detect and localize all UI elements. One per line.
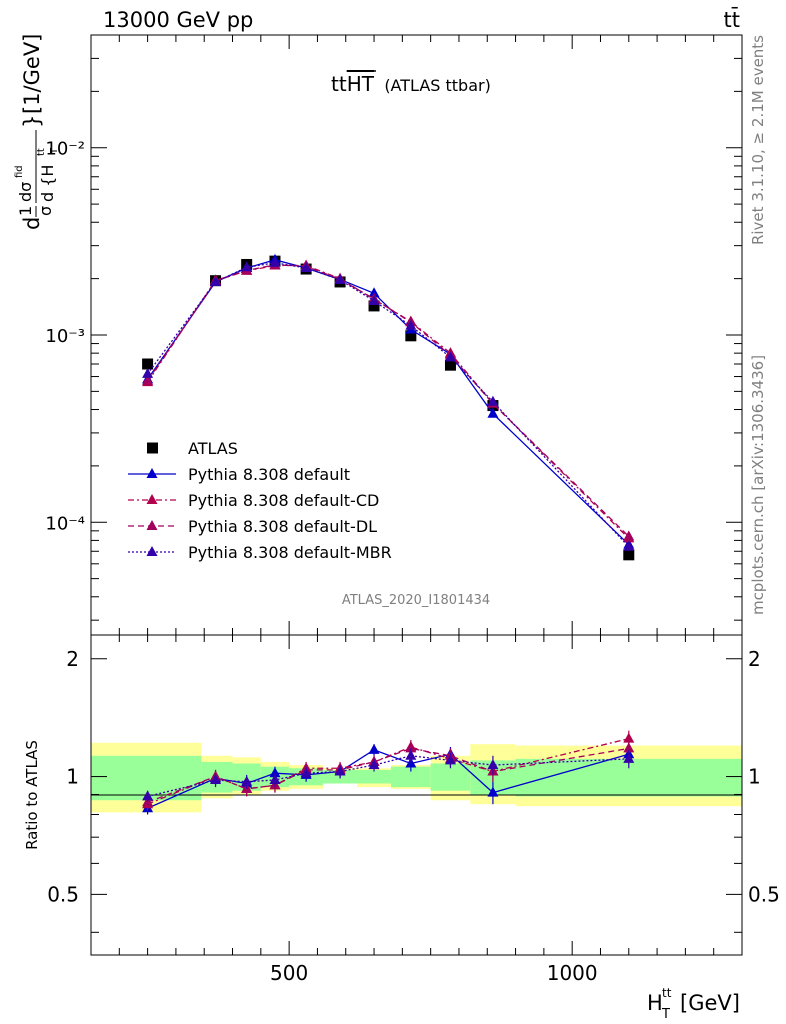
x-tick-label: 1000 — [547, 961, 598, 985]
series-point-default — [487, 407, 499, 418]
legend-marker-atlas — [147, 442, 158, 454]
ratio-ytick-label-right: 2 — [748, 647, 761, 671]
series-point-mbr — [210, 275, 222, 286]
main-ytick-label: 10⁻⁴ — [45, 513, 85, 534]
main-y-axis-label: d 1 σ dσ fid d {H T tt } [1/GeV] — [14, 34, 60, 230]
ratio-point-mbr — [269, 773, 281, 784]
series-point-mbr — [142, 367, 154, 378]
ratio-y-axis-label: Ratio to ATLAS — [23, 740, 41, 850]
x-tick-label: 500 — [270, 961, 308, 985]
band-inner-7 — [391, 766, 431, 788]
series-point-mbr — [334, 273, 346, 284]
ylabel-sigma: σ — [36, 206, 55, 216]
ratio-point-dl — [405, 742, 417, 753]
mcplots-label: mcplots.cern.ch [arXiv:1306.3436] — [749, 355, 767, 615]
ratio-point-mbr — [300, 767, 312, 778]
ylabel-one: 1 — [16, 206, 35, 216]
series-point-mbr — [405, 319, 417, 330]
plot-title-overlined: HT — [347, 72, 375, 96]
ratio-series-group — [142, 730, 635, 815]
legend-label-dl: Pythia 8.308 default-DL — [188, 517, 377, 536]
data-point-atlas — [142, 358, 154, 370]
main-axis-ticks: 10⁻⁴ 10⁻³ 10⁻² — [45, 34, 743, 635]
ratio-point-mbr — [210, 773, 222, 784]
main-series-group — [142, 253, 635, 561]
data-point-atlas — [368, 300, 380, 312]
series-line-dl — [147, 264, 630, 537]
x-axis-label: H tt T [GeV] — [647, 986, 740, 1022]
ratio-uncertainty-bands — [91, 742, 742, 813]
series-point-mbr — [487, 395, 499, 406]
series-point-mbr — [269, 256, 281, 267]
ratio-point-default — [368, 743, 380, 754]
ylabel-d: d — [20, 217, 44, 230]
ratio-axis-ticks: 500 1000 0.5 0.5 1 1 2 2 — [47, 635, 780, 985]
legend-label-default: Pythia 8.308 default — [188, 465, 350, 484]
ylabel-brace: } — [20, 115, 44, 128]
main-ytick-label: 10⁻² — [45, 139, 85, 160]
ratio-point-mbr — [368, 759, 380, 770]
series-point-dl — [142, 374, 154, 385]
ratio-ytick-label-right: 0.5 — [748, 882, 780, 906]
ylabel-fid: fid — [14, 165, 25, 178]
series-point-mbr — [368, 294, 380, 305]
rivet-version-label: Rivet 3.1.10, ≥ 2.1M events — [749, 35, 767, 245]
xlabel-H: H — [647, 991, 663, 1015]
plot-title-main: tt — [331, 72, 347, 96]
legend-label-mbr: Pythia 8.308 default-MBR — [188, 543, 392, 562]
data-point-atlas — [405, 330, 417, 342]
ratio-point-mbr — [487, 759, 499, 770]
ratio-point-cd — [623, 732, 635, 743]
header-process-label: tt̄ — [724, 7, 740, 32]
ratio-ytick-label-left: 2 — [66, 647, 79, 671]
ylabel-dsigma: dσ — [16, 182, 35, 202]
band-inner-6 — [357, 769, 392, 784]
ratio-ytick-label-left: 1 — [66, 765, 79, 789]
series-point-mbr — [241, 261, 253, 272]
legend-label-data: ATLAS — [188, 439, 238, 458]
series-point-default — [368, 287, 380, 298]
ylabel-T: T — [49, 147, 60, 155]
header-energy-label: 13000 GeV pp — [103, 8, 253, 32]
analysis-id: ATLAS_2020_I1801434 — [342, 593, 490, 608]
ratio-point-dl — [623, 742, 635, 753]
xlabel-sup: tt — [662, 986, 672, 1000]
ratio-point-default — [269, 767, 281, 778]
series-point-mbr — [444, 351, 456, 362]
main-ytick-label: 10⁻³ — [45, 326, 85, 347]
series-point-mbr — [623, 540, 635, 551]
legend: ATLAS Pythia 8.308 default Pythia 8.308 de… — [128, 439, 392, 562]
plot-title: ttHT (ATLAS ttbar) — [331, 72, 491, 96]
ratio-point-mbr — [405, 749, 417, 760]
ratio-point-mbr — [623, 752, 635, 763]
ylabel-dH: d {H — [38, 165, 57, 202]
ratio-point-default — [487, 786, 499, 797]
legend-marker-dl — [146, 520, 158, 530]
legend-marker-default — [146, 468, 158, 478]
data-point-atlas — [623, 549, 635, 561]
xlabel-unit: [GeV] — [680, 991, 740, 1015]
data-point-atlas — [444, 359, 456, 371]
ratio-point-mbr — [142, 790, 154, 801]
ylabel-unit: [1/GeV] — [20, 34, 44, 114]
ratio-point-mbr — [241, 775, 253, 786]
legend-marker-cd — [146, 494, 158, 504]
series-point-mbr — [300, 261, 312, 272]
legend-label-cd: Pythia 8.308 default-CD — [188, 491, 379, 510]
ratio-ytick-label-right: 1 — [748, 765, 761, 789]
xlabel-sub: T — [661, 1007, 670, 1022]
legend-marker-mbr — [146, 546, 158, 556]
ylabel-tt: tt — [36, 148, 47, 156]
ratio-point-mbr — [444, 754, 456, 765]
series-point-dl — [623, 530, 635, 541]
ratio-line-mbr — [147, 755, 629, 798]
ratio-point-mbr — [334, 765, 346, 776]
ratio-ytick-label-left: 0.5 — [47, 882, 79, 906]
plot-title-sub: (ATLAS ttbar) — [384, 76, 491, 95]
